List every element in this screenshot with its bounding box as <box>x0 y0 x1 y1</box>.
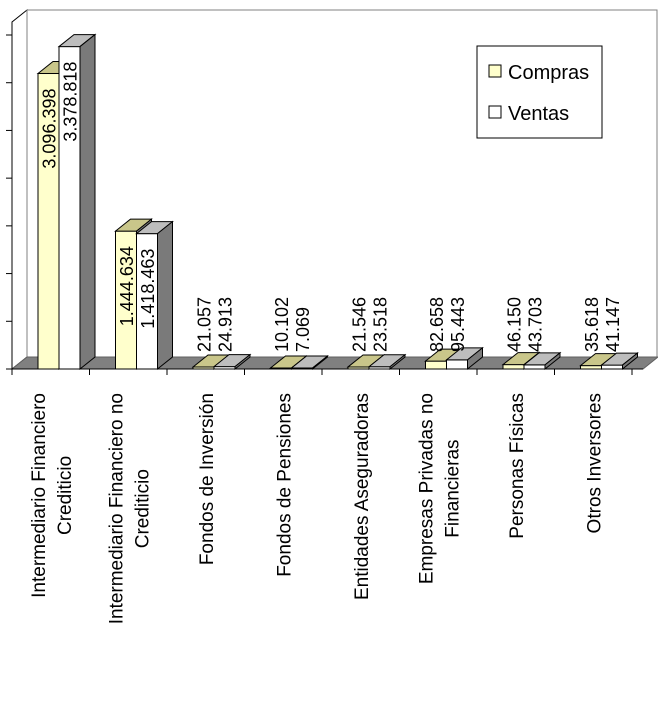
data-label-ventas-6: 43.703 <box>526 297 546 352</box>
category-label-4: Entidades Aseguradoras <box>352 393 373 600</box>
category-label-5: Empresas Privadas no Financieras <box>416 393 463 584</box>
legend: Compras Ventas <box>477 46 602 138</box>
category-label-line: Intermediario Financiero no <box>106 393 127 624</box>
category-label-line: Entidades Aseguradoras <box>352 393 373 600</box>
data-label-compras-6: 46.150 <box>505 297 525 352</box>
legend-label-ventas: Ventas <box>508 103 569 125</box>
data-label-ventas-3: 7.069 <box>293 307 313 352</box>
data-label-compras-0: 3.096.398 <box>40 89 60 169</box>
floor <box>12 357 658 369</box>
data-label-ventas-7: 41.147 <box>603 297 623 352</box>
category-label-line: Fondos de Pensiones <box>274 393 295 577</box>
data-label-compras-3: 10.102 <box>272 297 292 352</box>
category-label-line: Empresas Privadas no <box>416 393 437 584</box>
category-label-line: Personas Físicas <box>507 393 528 539</box>
category-label-0: Intermediario Financiero Crediticio <box>29 393 76 598</box>
data-label-ventas-5: 95.443 <box>448 297 468 352</box>
category-label-line: Fondos de Inversión <box>197 393 218 565</box>
data-label-compras-4: 21.546 <box>350 297 370 352</box>
data-label-ventas-0: 3.378.818 <box>61 62 81 142</box>
category-label-line: Crediticio <box>132 469 153 548</box>
legend-label-compras: Compras <box>508 62 589 84</box>
legend-swatch-ventas <box>489 106 501 118</box>
category-labels: Intermediario Financiero Crediticio Interm… <box>29 393 606 624</box>
data-label-compras-7: 35.618 <box>582 297 602 352</box>
category-label-line: Financieras <box>442 439 463 537</box>
category-label-line: Intermediario Financiero <box>29 393 50 598</box>
data-label-compras-1: 1.444.634 <box>117 246 137 326</box>
data-label-ventas-4: 23.518 <box>371 297 391 352</box>
data-label-compras-5: 82.658 <box>427 297 447 352</box>
data-label-ventas-2: 24.913 <box>216 297 236 352</box>
category-label-3: Fondos de Pensiones <box>274 393 295 577</box>
category-label-7: Otros Inversores <box>584 393 605 533</box>
legend-swatch-compras <box>489 65 501 77</box>
category-label-6: Personas Físicas <box>507 393 528 539</box>
category-label-line: Crediticio <box>55 456 76 535</box>
category-label-line: Otros Inversores <box>584 393 605 533</box>
data-label-compras-2: 21.057 <box>195 297 215 352</box>
side-wall <box>12 10 27 369</box>
data-label-ventas-1: 1.418.463 <box>138 249 158 329</box>
category-label-1: Intermediario Financiero no Crediticio <box>106 393 153 624</box>
category-label-2: Fondos de Inversión <box>197 393 218 565</box>
